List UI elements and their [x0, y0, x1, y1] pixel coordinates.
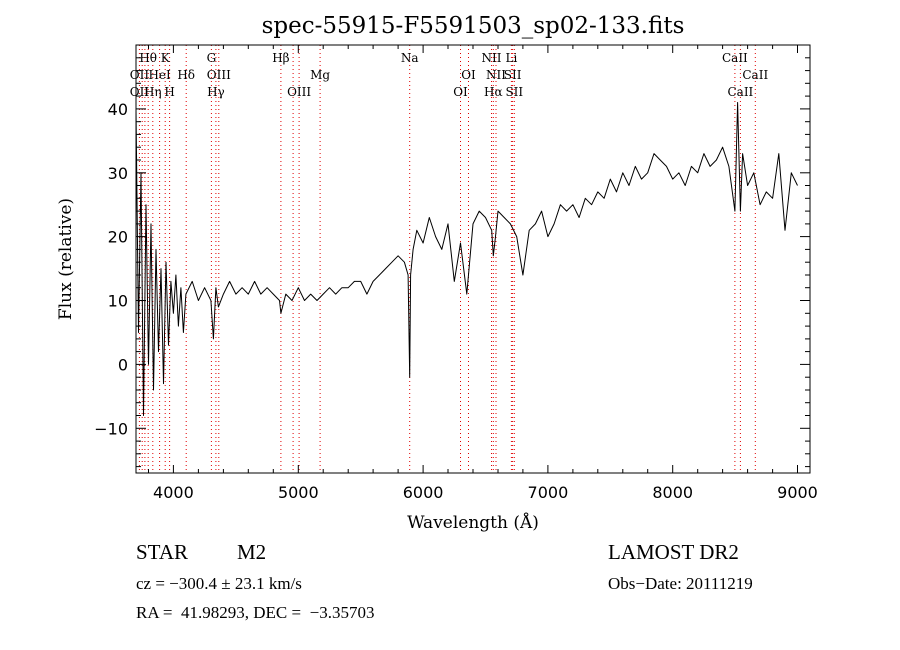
- spectrum-plot: spec-55915-F5591503_sp02-133.fits Hθ K G Hβ…: [56, 13, 818, 533]
- line-label-13: OI: [461, 68, 476, 82]
- line-label-17: OII: [130, 85, 150, 99]
- line-label-22: OI: [453, 85, 468, 99]
- line-label-8: OII: [130, 68, 150, 82]
- line-label-25: CaII: [727, 85, 753, 99]
- x-tick-label-0: 4000: [153, 483, 194, 502]
- line-label-3: Hβ: [272, 51, 289, 65]
- line-label-4: Na: [401, 51, 419, 65]
- spectrum-line: [135, 102, 798, 416]
- y-axis-label: Flux (relative): [56, 198, 76, 320]
- line-markers: [138, 45, 756, 473]
- survey-name: LAMOST DR2: [608, 540, 739, 564]
- y-tick-label-4: 30: [108, 164, 128, 183]
- object-class: STAR: [136, 540, 188, 564]
- y-tick-label-1: 0: [118, 355, 128, 374]
- x-axis-label: Wavelength (Å): [407, 512, 539, 533]
- obs-date: Obs−Date: 20111219: [608, 574, 753, 593]
- line-label-14: NII: [486, 68, 506, 82]
- line-label-12: Mg: [310, 68, 330, 82]
- spectrum-series: [135, 102, 798, 416]
- chart-title: spec-55915-F5591503_sp02-133.fits: [262, 13, 685, 39]
- ra-dec: RA = 41.98293, DEC = −3.35703: [136, 603, 375, 622]
- line-label-5: NII: [482, 51, 502, 65]
- x-tick-label-2: 6000: [403, 483, 444, 502]
- line-label-20: Hγ: [207, 85, 225, 99]
- line-label-15: SII: [504, 68, 522, 82]
- plot-frame: [135, 44, 811, 474]
- x-tick-label-5: 9000: [777, 483, 818, 502]
- line-label-16: CaII: [742, 68, 768, 82]
- y-tick-label-5: 40: [108, 100, 128, 119]
- line-label-6: Li: [505, 51, 517, 65]
- line-label-18: Hη: [144, 85, 162, 99]
- line-label-0: Hθ: [139, 51, 157, 65]
- y-tick-label-2: 10: [108, 292, 128, 311]
- x-tick-label-1: 5000: [278, 483, 319, 502]
- x-tick-label-3: 7000: [528, 483, 569, 502]
- line-label-24: SII: [505, 85, 523, 99]
- redshift-cz: cz = −300.4 ± 23.1 km/s: [136, 574, 302, 593]
- line-label-1: K: [161, 51, 171, 65]
- line-label-7: CaII: [722, 51, 748, 65]
- x-tick-label-4: 8000: [652, 483, 693, 502]
- line-label-11: OIII: [207, 68, 231, 82]
- y-tick-label-3: 20: [108, 228, 128, 247]
- axis-ticks: 4000 5000 6000 7000 8000 9000 −10 0 10 20 30 40: [94, 45, 818, 502]
- line-label-10: Hδ: [177, 68, 195, 82]
- line-label-21: OIII: [287, 85, 311, 99]
- line-label-23: Hα: [484, 85, 503, 99]
- line-label-2: G: [207, 51, 217, 65]
- line-label-19: H: [164, 85, 174, 99]
- y-tick-label-0: −10: [94, 419, 128, 438]
- object-subclass: M2: [237, 540, 267, 564]
- line-label-9: HeI: [148, 68, 171, 82]
